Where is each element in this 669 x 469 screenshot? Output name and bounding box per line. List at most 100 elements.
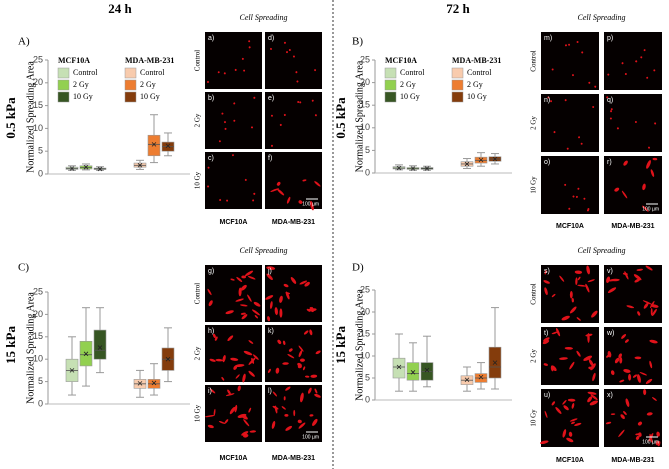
- cell: [270, 114, 273, 117]
- y-tick-label: 20: [33, 309, 43, 319]
- cell: [551, 68, 554, 71]
- mean-marker: [137, 381, 143, 386]
- cell: [276, 181, 281, 186]
- panel-letter: o): [544, 159, 550, 166]
- cell: [656, 431, 660, 437]
- cell: [253, 96, 256, 99]
- panel-letter: k): [268, 328, 274, 335]
- cell: [583, 197, 586, 200]
- stiffness-label: 15 kPa: [3, 326, 18, 364]
- cell: [204, 415, 215, 418]
- legend-swatch: [384, 91, 397, 103]
- cell: [298, 345, 304, 352]
- cell: [299, 280, 308, 285]
- cell: [564, 99, 567, 102]
- column-label: MCF10A: [556, 457, 584, 464]
- column-label: MDA-MB-231: [272, 219, 315, 226]
- cell: [562, 429, 567, 438]
- y-tick-label: 20: [33, 77, 43, 87]
- row-label: Control: [530, 50, 538, 71]
- cell: [574, 422, 582, 426]
- cell: [646, 160, 651, 169]
- mean-marker: [396, 165, 402, 171]
- cell: [253, 301, 261, 307]
- y-tick-label: 25: [360, 54, 370, 64]
- panel-letter: w): [606, 330, 614, 337]
- cell: [586, 209, 589, 212]
- cell: [314, 393, 321, 398]
- y-tick-label: 10: [360, 350, 370, 360]
- mean-marker: [69, 368, 75, 373]
- cell: [241, 431, 249, 436]
- mean-marker: [69, 166, 75, 171]
- cell: [555, 328, 561, 337]
- cell: [290, 277, 297, 284]
- cell: [270, 144, 273, 147]
- cell: [606, 96, 609, 99]
- cell: [642, 300, 652, 305]
- column-label: MDA-MB-231: [611, 457, 654, 464]
- legend-group: MDA-MB-231: [452, 56, 501, 65]
- cell: [241, 57, 244, 60]
- legend-swatch: [384, 79, 397, 91]
- box: [147, 134, 161, 157]
- cell: [618, 429, 625, 438]
- y-axis-label: Normalized Spreading Area: [354, 60, 365, 172]
- cell: [571, 298, 574, 303]
- row-label: 2 Gy: [194, 113, 202, 127]
- cell: [252, 354, 259, 360]
- row-label: 10 Gy: [194, 404, 202, 422]
- cell: [266, 266, 276, 270]
- cell: [646, 76, 649, 79]
- cell: [624, 271, 629, 280]
- cell: [225, 310, 234, 315]
- cell: [275, 367, 280, 374]
- cell: [219, 198, 222, 201]
- cell: [277, 188, 285, 196]
- panel-letter: a): [208, 35, 214, 42]
- cell: [544, 287, 548, 296]
- legend-label: 10 Gy: [400, 92, 420, 101]
- cell: [640, 56, 643, 59]
- y-tick-label: 5: [38, 376, 43, 386]
- micrograph: [604, 156, 662, 214]
- cell: [299, 101, 302, 104]
- cell: [653, 69, 656, 72]
- cell: [237, 385, 241, 392]
- cell: [577, 187, 580, 190]
- cell: [572, 195, 575, 198]
- cell: [221, 112, 224, 115]
- cell: [540, 440, 549, 445]
- cell: [229, 406, 236, 415]
- cell: [643, 302, 649, 309]
- cell: [633, 274, 642, 281]
- cell: [607, 73, 610, 76]
- cell: [309, 329, 313, 336]
- cell: [299, 392, 304, 403]
- panel-letter: u): [544, 392, 550, 399]
- cell: [616, 127, 619, 130]
- y-tick-label: 15: [33, 331, 43, 341]
- row-label: 2 Gy: [194, 346, 202, 360]
- cell: [303, 330, 309, 335]
- cell: [218, 420, 226, 424]
- cell: [643, 49, 646, 52]
- cell: [610, 110, 613, 113]
- cell: [543, 363, 548, 366]
- y-tick-label: 5: [365, 372, 370, 382]
- cell: [643, 389, 647, 396]
- cell: [241, 314, 248, 320]
- cell: [244, 178, 247, 181]
- cell: [569, 361, 575, 370]
- cell: [580, 142, 583, 145]
- cell: [284, 414, 289, 417]
- y-tick-label: 20: [360, 306, 370, 316]
- cell: [551, 401, 555, 406]
- cell: [267, 368, 271, 373]
- image-title: Cell Spreading: [240, 246, 288, 255]
- column-header: 72 h: [446, 1, 470, 16]
- panel-letter: q): [607, 97, 613, 104]
- cell: [610, 413, 616, 415]
- cell: [639, 371, 647, 376]
- cell: [647, 146, 650, 149]
